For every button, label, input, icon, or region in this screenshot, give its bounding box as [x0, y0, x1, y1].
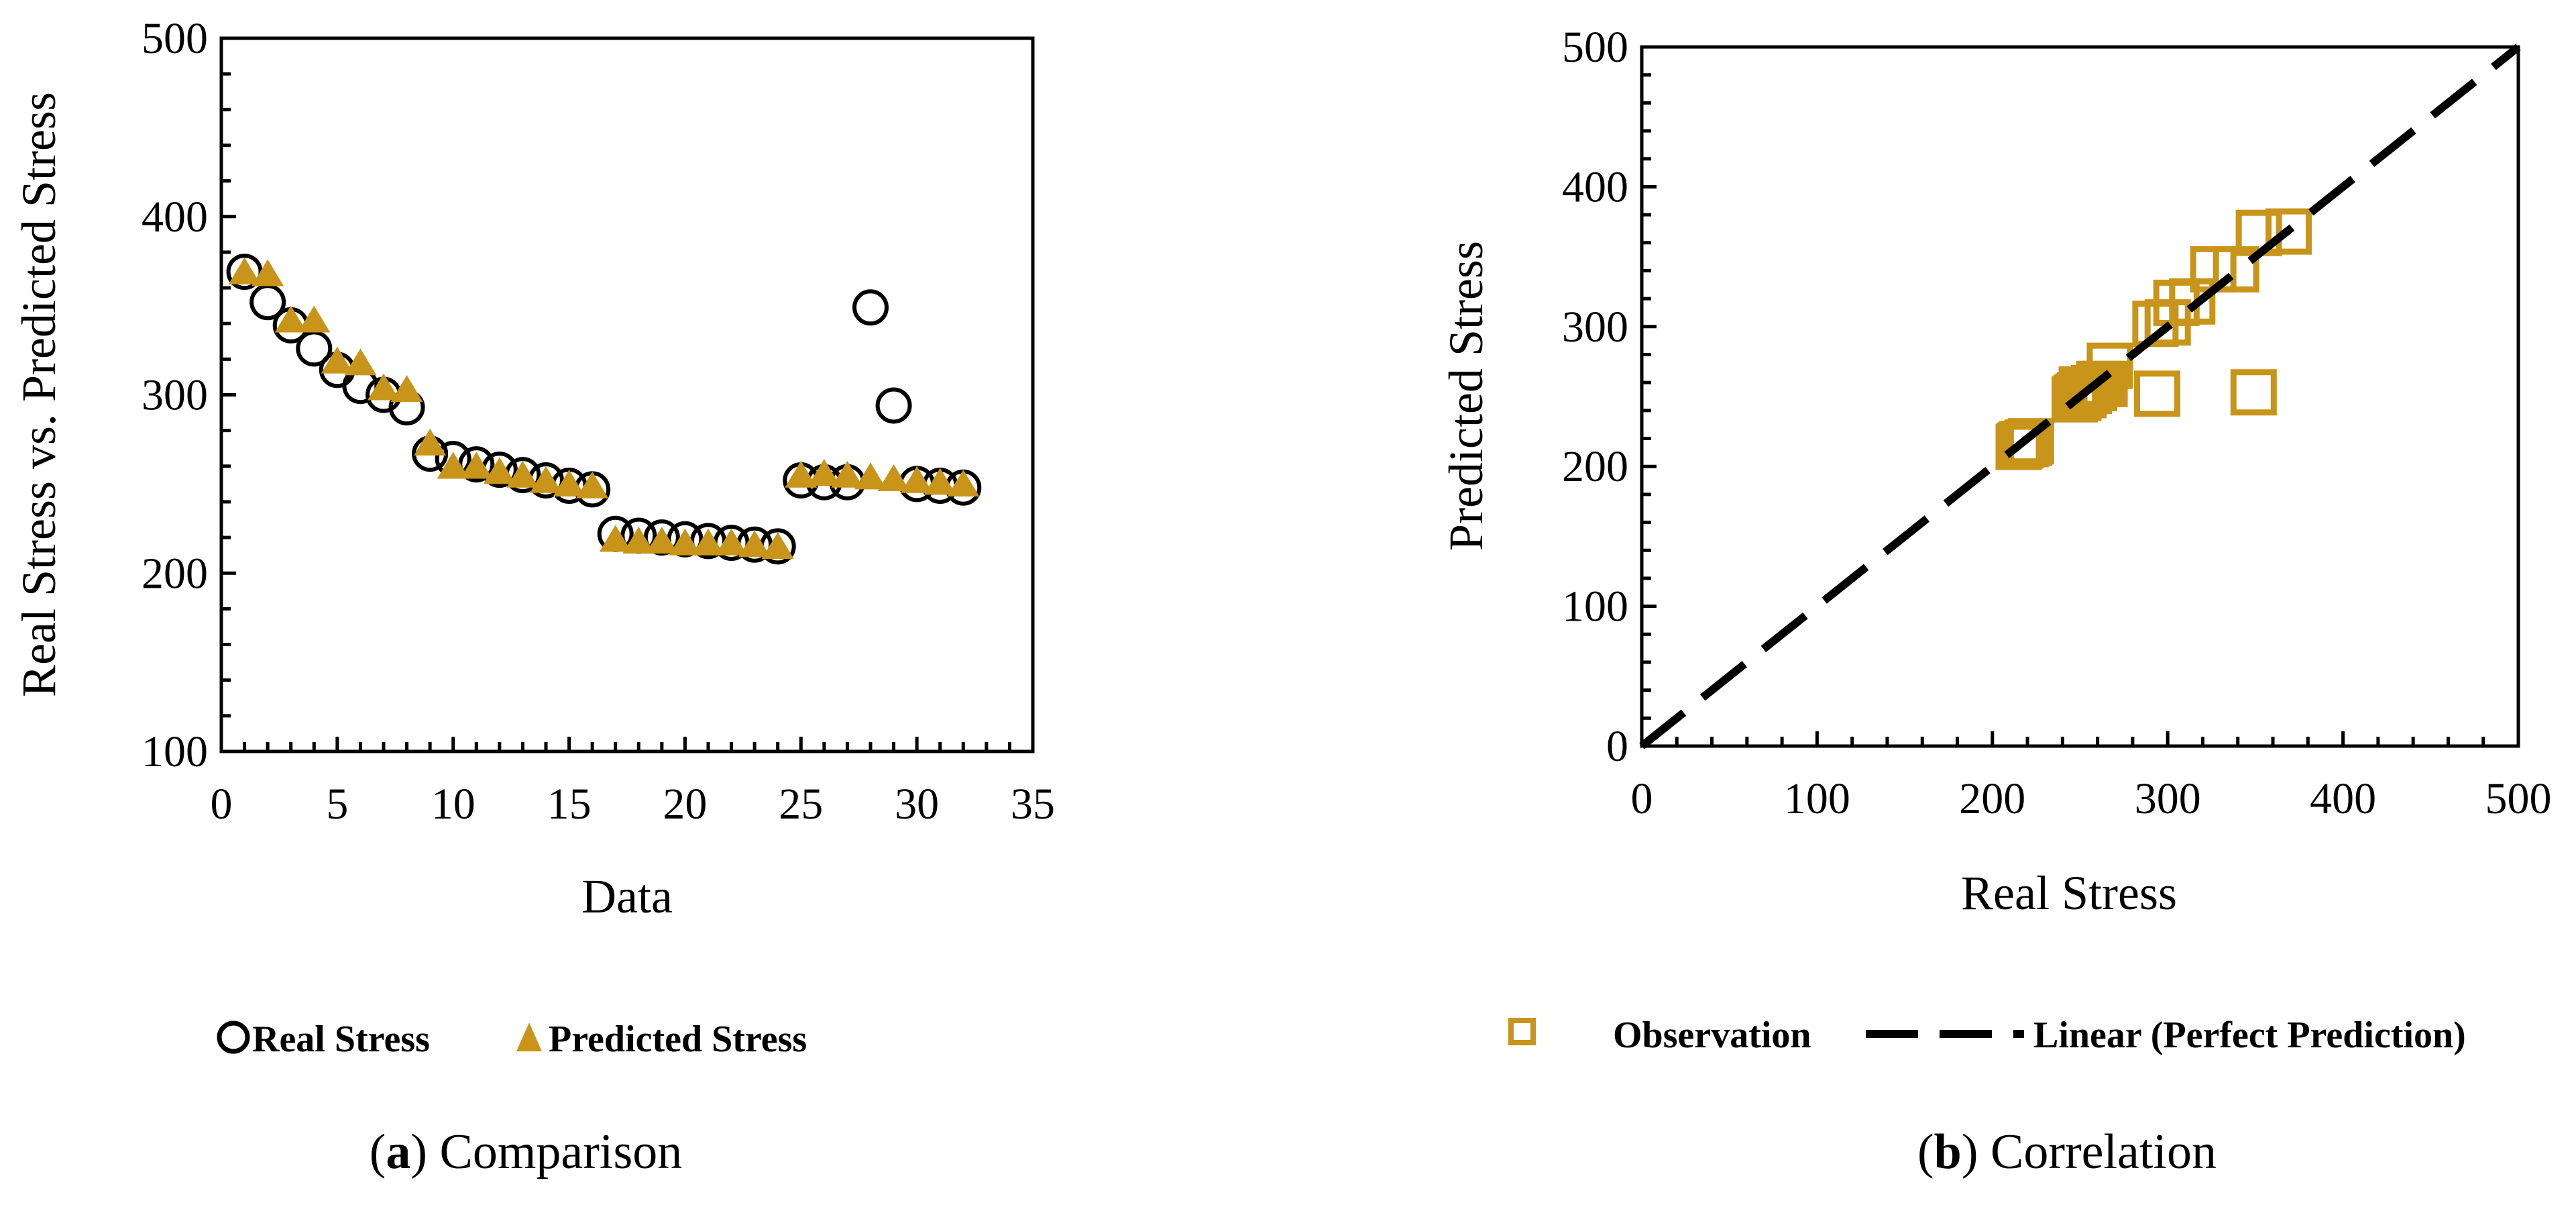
predicted-stress-point	[530, 466, 562, 493]
comparison-y-tick-label: 400	[142, 193, 208, 242]
correlation-chart: 0 100 200 300 400 500 0 100 200 300 400 500 Real St…	[1439, 23, 2552, 1180]
predicted-stress-point	[807, 459, 840, 486]
legend-perfect-prediction-label: Linear (Perfect Prediction)	[2033, 1014, 2466, 1056]
observation-point	[1995, 423, 2042, 470]
legend-predicted-stress-label: Predicted Stress	[549, 1018, 807, 1060]
correlation-x-tick-label: 300	[2135, 774, 2201, 823]
predicted-stress-point	[761, 532, 794, 560]
predicted-stress-point	[692, 528, 724, 556]
predicted-stress-point	[390, 375, 423, 403]
predicted-stress-point	[901, 466, 934, 493]
comparison-y-tick-label: 300	[142, 371, 208, 420]
comparison-plot-frame	[219, 36, 1035, 753]
real-stress-point	[875, 387, 912, 424]
correlation-y-axis-title: Predicted Stress	[1439, 241, 1493, 551]
correlation-x-tick-label: 200	[1959, 774, 2025, 823]
legend-predicted-stress-marker	[516, 1023, 542, 1051]
comparison-marks	[226, 254, 982, 565]
predicted-stress-point	[738, 530, 771, 558]
predicted-stress-point	[877, 464, 910, 492]
perfect-prediction-line	[1639, 44, 2521, 749]
comparison-tick-labels: 0 5 10 15 20 25 30 35 100 200 300 400 500	[142, 14, 1055, 829]
predicted-stress-point	[599, 525, 632, 552]
comparison-x-tick-label: 5	[326, 780, 348, 829]
predicted-stress-point	[553, 470, 585, 497]
legend-real-stress-label: Real Stress	[252, 1018, 430, 1060]
correlation-x-tick-label: 500	[2485, 774, 2552, 823]
comparison-y-axis-title: Real Stress vs. Predicted Stress	[12, 92, 66, 697]
correlation-caption: (b) Correlation	[1917, 1124, 2217, 1180]
correlation-y-tick-label: 200	[1562, 442, 1628, 491]
correlation-legend: Observation Linear (Perfect Prediction)	[1508, 1014, 2466, 1056]
predicted-stress-point	[274, 305, 307, 333]
comparison-x-tick-label: 30	[895, 780, 939, 829]
predicted-stress-point	[298, 305, 331, 333]
predicted-stress-point	[344, 348, 377, 376]
predicted-stress-point	[437, 452, 469, 479]
correlation-y-tick-label: 100	[1562, 582, 1628, 631]
predicted-stress-point	[321, 346, 353, 374]
comparison-chart: 0 5 10 15 20 25 30 35 100 200 300 400 500 Data Real …	[12, 14, 1055, 1180]
predicted-stress-point	[251, 259, 284, 286]
predicted-stress-point	[785, 460, 818, 488]
correlation-tick-labels: 0 100 200 300 400 500 0 100 200 300 400 500	[1562, 23, 2552, 823]
comparison-y-tick-label: 200	[142, 549, 208, 598]
comparison-x-tick-label: 35	[1011, 780, 1055, 829]
correlation-marks	[1639, 44, 2521, 749]
real-stress-point	[643, 519, 680, 556]
comparison-y-tick-label: 100	[142, 727, 208, 776]
predicted-stress-point	[460, 452, 493, 479]
predicted-stress-point	[669, 528, 702, 556]
predicted-stress-point	[923, 468, 956, 495]
comparison-x-tick-label: 10	[431, 780, 475, 829]
legend-observation-marker	[1508, 1018, 1536, 1045]
comparison-caption-letter: a	[386, 1124, 410, 1180]
correlation-ticks	[1640, 45, 2520, 748]
comparison-caption-text: Comparison	[440, 1124, 683, 1180]
predicted-stress-point	[483, 457, 516, 484]
predicted-stress-point	[368, 373, 400, 401]
predicted-stress-point	[831, 460, 864, 488]
comparison-x-tick-label: 25	[779, 780, 823, 829]
observation-point	[2265, 208, 2312, 255]
predicted-stress-point	[715, 528, 748, 556]
correlation-y-tick-label: 0	[1606, 722, 1628, 771]
comparison-x-tick-label: 20	[663, 780, 707, 829]
legend-observation-label: Observation	[1613, 1014, 1811, 1056]
comparison-y-tick-label: 500	[142, 14, 208, 63]
legend-real-stress-marker	[217, 1020, 250, 1054]
correlation-x-axis-title: Real Stress	[1961, 866, 2177, 920]
comparison-caption: (a) Comparison	[370, 1124, 683, 1180]
correlation-plot-frame	[1640, 45, 2520, 748]
correlation-x-tick-label: 100	[1784, 774, 1850, 823]
comparison-ticks	[219, 36, 1035, 753]
predicted-stress-point	[854, 462, 887, 490]
correlation-caption-text: Correlation	[1991, 1124, 2217, 1180]
predicted-stress-point	[506, 460, 539, 488]
observation-point	[2053, 374, 2100, 421]
observation-point	[2230, 369, 2277, 416]
correlation-y-tick-label: 300	[1562, 303, 1628, 352]
correlation-x-tick-label: 0	[1631, 774, 1653, 823]
real-stress-point	[852, 289, 889, 326]
correlation-y-tick-label: 500	[1562, 23, 1628, 72]
comparison-x-axis-title: Data	[581, 870, 673, 923]
comparison-x-tick-label: 0	[211, 780, 233, 829]
correlation-y-tick-label: 400	[1562, 162, 1628, 211]
predicted-stress-point	[414, 428, 447, 456]
comparison-legend: Real Stress Predicted Stress	[217, 1018, 807, 1060]
predicted-stress-point	[576, 471, 609, 499]
predicted-stress-point	[228, 257, 261, 284]
observation-point	[2134, 370, 2181, 417]
correlation-caption-letter: b	[1934, 1124, 1962, 1180]
correlation-x-tick-label: 400	[2310, 774, 2376, 823]
predicted-stress-point	[622, 527, 655, 554]
observation-point	[2132, 301, 2179, 348]
predicted-stress-point	[645, 527, 678, 554]
predicted-stress-point	[947, 470, 980, 497]
comparison-x-tick-label: 15	[547, 780, 592, 829]
